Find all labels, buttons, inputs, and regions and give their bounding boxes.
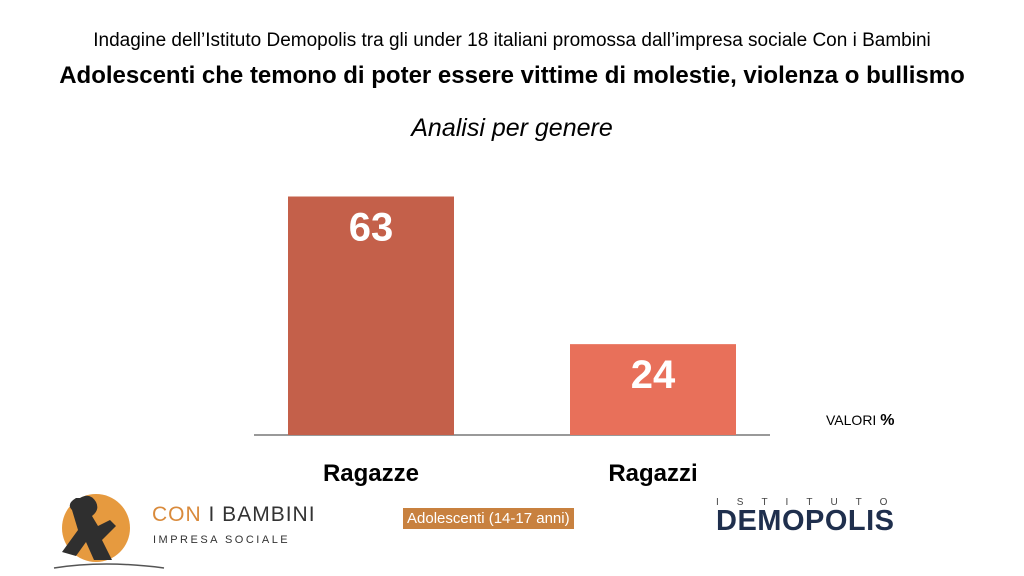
- logo-word-bambini: I BAMBINI: [208, 503, 316, 526]
- unit-symbol: %: [880, 412, 895, 429]
- category-label-ragazzi: Ragazzi: [608, 460, 697, 487]
- logo-word-con: CON: [152, 503, 202, 526]
- analysis-label: Analisi per genere: [411, 114, 613, 142]
- bar-ragazze: [288, 196, 454, 435]
- istituto-text: ISTITUTO: [716, 497, 906, 508]
- category-label-ragazze: Ragazze: [323, 460, 419, 487]
- bar-ragazzi: [570, 344, 736, 435]
- data-label-ragazzi: 24: [631, 353, 676, 397]
- reading-child-logo-icon: [53, 494, 165, 569]
- impresa-sociale-text: IMPRESA SOCIALE: [153, 534, 291, 546]
- demopolis-logo: DEMOPOLIS: [716, 505, 895, 537]
- survey-subtitle: Indagine dell’Istituto Demopolis tra gli…: [93, 30, 931, 51]
- data-label-ragazze: 63: [349, 206, 394, 250]
- chart-title: Adolescenti che temono di poter essere v…: [59, 62, 965, 89]
- unit-note-text: VALORI: [826, 412, 877, 428]
- values-unit-note: VALORI %: [826, 412, 894, 430]
- con-i-bambini-logo-text: CON I BAMBINI: [152, 503, 316, 527]
- sample-badge: Adolescenti (14-17 anni): [403, 508, 574, 529]
